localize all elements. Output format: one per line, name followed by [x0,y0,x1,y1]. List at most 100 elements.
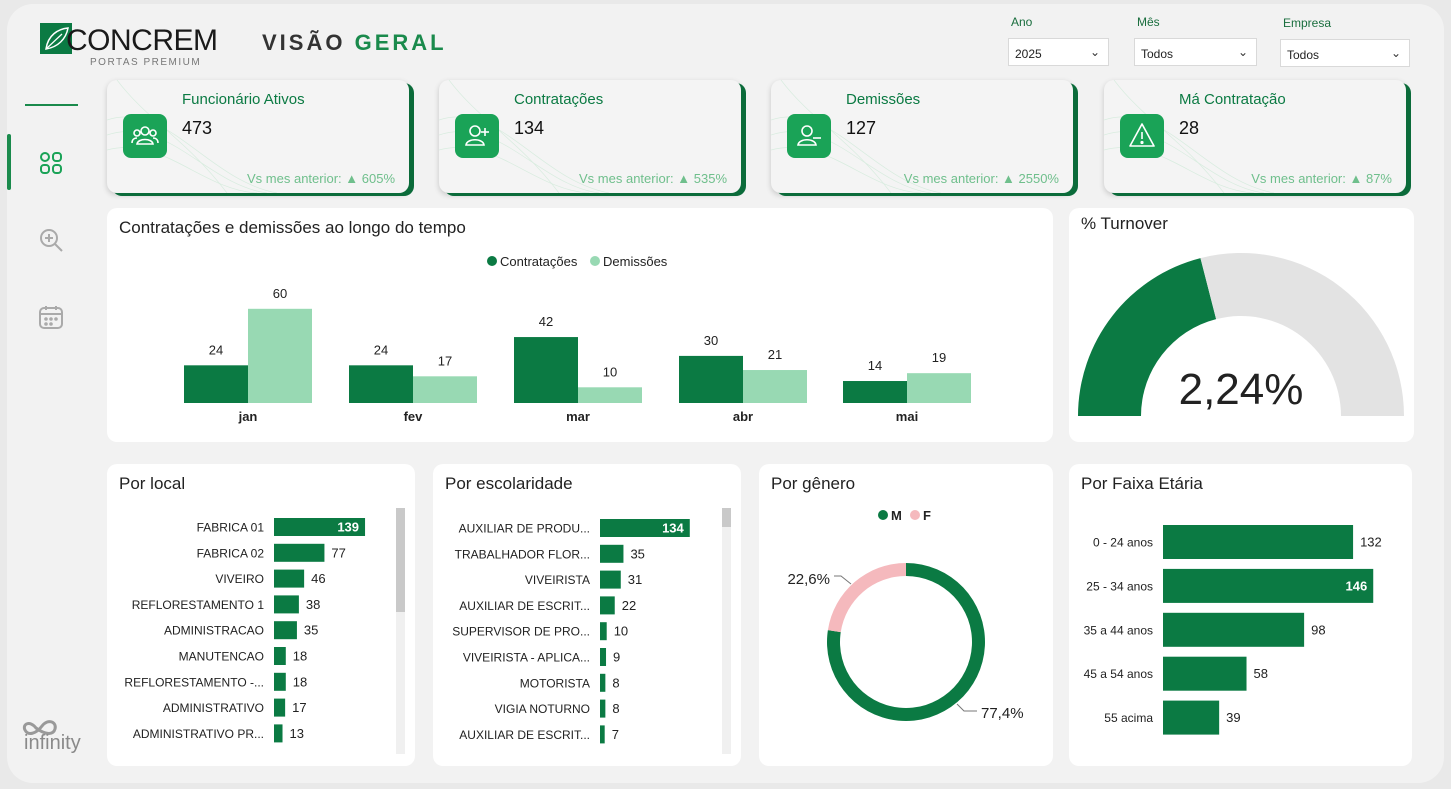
legend-marker [487,256,497,266]
gauge-fill [1078,258,1217,416]
scrollbar-thumb[interactable] [396,508,405,612]
bar [600,622,607,641]
panel-by-gender: Por gênero M F 77,4% 22,6% [759,464,1053,766]
data-label: 132 [1360,535,1382,550]
data-label: 77,4% [981,705,1024,722]
kpi-card-hires: Contratações 134 Vs mes anterior: ▲ 535% [439,80,741,193]
filter-year-select[interactable]: 2025 ⌄ [1008,38,1109,66]
calendar-icon[interactable] [38,304,64,330]
bar [274,647,286,665]
data-label: 9 [613,650,620,665]
dashboard-icon[interactable] [38,150,64,176]
data-label: 18 [293,674,307,689]
by-gender-donut: M F 77,4% 22,6% [787,508,1024,722]
axis-tick-label: VIVEIRISTA [525,573,590,587]
donut-slice [827,563,906,633]
kpi-value: 134 [514,118,545,138]
group-icon [123,114,167,158]
kpi-value: 28 [1179,118,1200,138]
turnover-gauge: 2,24% [1078,253,1404,416]
bar [600,699,606,718]
data-label: 24 [374,342,388,357]
by-education-chart: AUXILIAR DE PRODU... 134 TRABALHADOR FLOR.… [452,519,690,744]
axis-tick-label: 25 - 34 anos [1086,579,1153,593]
bar [274,595,299,614]
bar [274,543,325,562]
logo-text: CONCREM [66,24,218,57]
zoom-in-icon[interactable] [38,227,64,253]
scrollbar-track[interactable] [722,508,731,754]
kpi-card-bad-hires: Má Contratação 28 Vs mes anterior: ▲ 87% [1104,80,1406,193]
legend-marker [590,256,600,266]
kpi-title: Demissões [846,91,921,108]
bar [600,673,606,692]
filter-year-label: Ano [1011,15,1033,29]
by-age-chart: 0 - 24 anos 132 25 - 34 anos 146 35 a 44 ano… [1084,525,1382,735]
add-user-icon [455,114,499,158]
filter-company-select[interactable]: Todos ⌄ [1280,39,1410,67]
data-label: 42 [539,314,553,329]
data-label: 18 [293,649,307,664]
bar [679,355,743,403]
axis-tick-label: MANUTENCAO [179,650,264,664]
kpi-comparison: Vs mes anterior: ▲ 605% [247,171,395,186]
bar [274,724,283,743]
data-label: 22,6% [787,571,830,588]
chart-title: Por local [119,474,186,493]
leader-line [834,575,852,585]
axis-tick-label: AUXILIAR DE ESCRIT... [459,599,590,613]
data-label: 21 [768,347,782,362]
scrollbar-thumb[interactable] [722,508,731,527]
bar [413,376,477,403]
axis-tick-label: 55 acima [1104,711,1153,725]
scrollbar-track[interactable] [396,508,405,754]
bar [600,596,615,615]
bar [578,387,642,403]
chart-title: Por Faixa Etária [1081,474,1203,493]
bar [1163,612,1305,647]
legend-label: F [923,508,931,523]
bar [248,308,312,403]
axis-tick-label: mai [896,409,918,424]
axis-tick-label: AUXILIAR DE ESCRIT... [459,728,590,742]
data-label: 60 [273,286,287,301]
axis-tick-label: abr [733,409,753,424]
sidebar-active-indicator [7,134,11,190]
kpi-comparison: Vs mes anterior: ▲ 535% [579,171,727,186]
axis-tick-label: FABRICA 02 [197,546,265,560]
axis-tick-label: ADMINISTRATIVO PR... [133,727,264,741]
data-label: 146 [1346,578,1368,593]
data-label: 35 [630,546,644,561]
kpi-value: 473 [182,118,213,138]
chart-title: Contratações e demissões ao longo do tem… [119,218,466,237]
data-label: 14 [868,358,882,373]
axis-tick-label: VIVEIRISTA - APLICA... [463,651,590,665]
data-label: 134 [662,521,684,536]
data-label: 31 [628,572,642,587]
infinity-logo: infinity [20,712,90,763]
axis-tick-label: 35 a 44 anos [1084,623,1153,637]
filter-month-label: Mês [1137,15,1160,29]
kpi-comparison: Vs mes anterior: ▲ 87% [1251,171,1392,186]
axis-tick-label: jan [238,409,258,424]
panel-by-education: Por escolaridade AUXILIAR DE PRODU... 134… [433,464,741,766]
bar [907,373,971,403]
data-label: 10 [603,364,617,379]
legend-label: Contratações [500,254,578,269]
bar [843,381,907,403]
axis-tick-label: AUXILIAR DE PRODU... [459,522,590,536]
chart-title: Por gênero [771,474,856,493]
filter-month-select[interactable]: Todos ⌄ [1134,38,1257,66]
data-label: 30 [704,333,718,348]
kpi-comparison: Vs mes anterior: ▲ 2550% [903,171,1059,186]
filter-company-label: Empresa [1283,16,1332,30]
kpi-card-active-employees: Funcionário Ativos 473 Vs mes anterior: … [107,80,409,193]
bar [743,370,807,403]
data-label: 8 [612,701,619,716]
kpi-title: Má Contratação [1179,91,1286,108]
bar [514,337,578,403]
axis-tick-label: VIVEIRO [215,572,264,586]
axis-tick-label: mar [566,409,590,424]
panel-by-age: Por Faixa Etária 0 - 24 anos 132 25 - 34 a… [1069,464,1412,766]
legend-marker [878,510,888,520]
